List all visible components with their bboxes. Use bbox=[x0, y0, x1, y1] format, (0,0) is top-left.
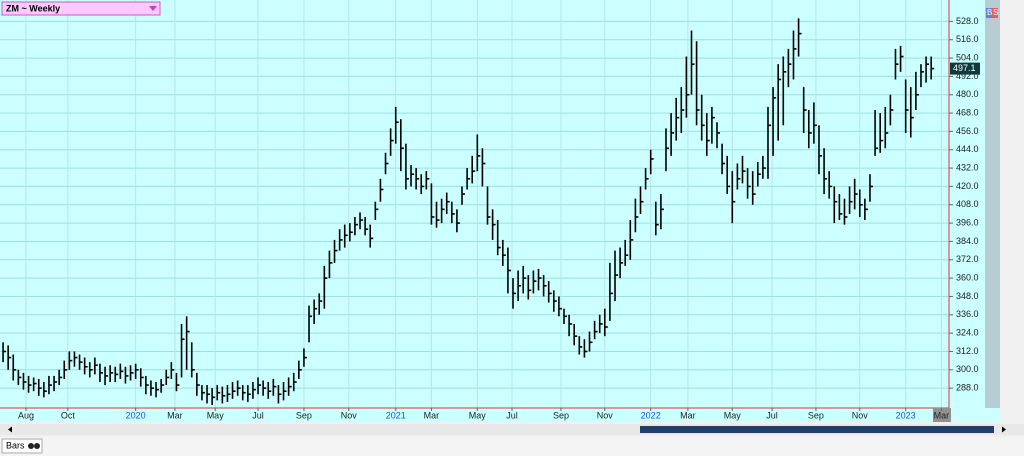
x-tick-label: May bbox=[469, 410, 487, 420]
x-tick-label: Aug bbox=[18, 410, 34, 420]
bars bbox=[2, 18, 935, 405]
y-tick-label: 372.0 bbox=[956, 254, 979, 264]
x-tick-label: Nov bbox=[341, 410, 358, 420]
y-tick-label: 480.0 bbox=[956, 89, 979, 99]
y-tick-label: 420.0 bbox=[956, 181, 979, 191]
scroll-left[interactable] bbox=[8, 426, 12, 433]
x-tick-label: Mar bbox=[424, 410, 440, 420]
y-tick-label: 312.0 bbox=[956, 346, 979, 356]
y-tick-label: 336.0 bbox=[956, 309, 979, 319]
x-tick-label: Sep bbox=[808, 410, 824, 420]
x-tick-label: 2021 bbox=[386, 410, 406, 420]
tab-label: Bars bbox=[6, 440, 25, 450]
y-tick-label: 348.0 bbox=[956, 291, 979, 301]
y-tick-label: 324.0 bbox=[956, 327, 979, 337]
current-period-highlight bbox=[933, 408, 951, 422]
chart-title: ZM ~ Weekly bbox=[6, 3, 60, 13]
sell-label: S bbox=[993, 8, 998, 17]
last-price-label: 497.1 bbox=[953, 63, 976, 73]
y-tick-label: 444.0 bbox=[956, 144, 979, 154]
buy-label: B bbox=[987, 8, 992, 17]
x-tick-label: Mar bbox=[934, 410, 950, 420]
x-tick-label: May bbox=[724, 410, 742, 420]
side-strip bbox=[985, 0, 1000, 408]
tab-icon bbox=[28, 443, 34, 449]
x-tick-label: Sep bbox=[553, 410, 569, 420]
grid bbox=[0, 0, 948, 408]
x-tick-label: Mar bbox=[680, 410, 696, 420]
scrollbar-thumb[interactable] bbox=[640, 426, 994, 433]
right-margin bbox=[1000, 0, 1024, 456]
buy-button[interactable] bbox=[986, 8, 992, 18]
scroll-right[interactable] bbox=[1002, 426, 1006, 433]
x-tick-label: Mar bbox=[167, 410, 183, 420]
y-tick-label: 408.0 bbox=[956, 199, 979, 209]
x-tick-label: Oct bbox=[61, 410, 76, 420]
x-tick-label: 2020 bbox=[126, 410, 146, 420]
y-tick-label: 504.0 bbox=[956, 52, 979, 62]
y-tick-label: 456.0 bbox=[956, 126, 979, 136]
dropdown-arrow[interactable] bbox=[149, 6, 157, 11]
x-tick-label: May bbox=[207, 410, 225, 420]
x-tick-label: Jul bbox=[252, 410, 264, 420]
tab-icon bbox=[34, 443, 40, 449]
y-tick-label: 468.0 bbox=[956, 107, 979, 117]
last-price-box bbox=[950, 62, 980, 75]
x-tick-label: 2022 bbox=[641, 410, 661, 420]
y-tick-label: 492.0 bbox=[956, 71, 979, 81]
tab-bar bbox=[0, 437, 1024, 456]
x-tick-label: Jul bbox=[766, 410, 778, 420]
x-tick-label: 2023 bbox=[896, 410, 916, 420]
y-tick-label: 528.0 bbox=[956, 16, 979, 26]
sell-button[interactable] bbox=[992, 8, 998, 18]
scrollbar-track[interactable] bbox=[0, 424, 1024, 435]
y-tick-label: 300.0 bbox=[956, 364, 979, 374]
symbol-box[interactable] bbox=[1, 1, 161, 16]
y-tick-label: 396.0 bbox=[956, 217, 979, 227]
x-tick-label: Jul bbox=[506, 410, 518, 420]
y-tick-label: 432.0 bbox=[956, 162, 979, 172]
y-tick-label: 516.0 bbox=[956, 34, 979, 44]
x-tick-label: Sep bbox=[296, 410, 312, 420]
x-tick-label: Nov bbox=[852, 410, 869, 420]
x-tick-label: Nov bbox=[597, 410, 614, 420]
y-tick-label: 384.0 bbox=[956, 236, 979, 246]
y-tick-label: 288.0 bbox=[956, 383, 979, 393]
tab[interactable] bbox=[1, 438, 43, 454]
y-tick-label: 360.0 bbox=[956, 272, 979, 282]
